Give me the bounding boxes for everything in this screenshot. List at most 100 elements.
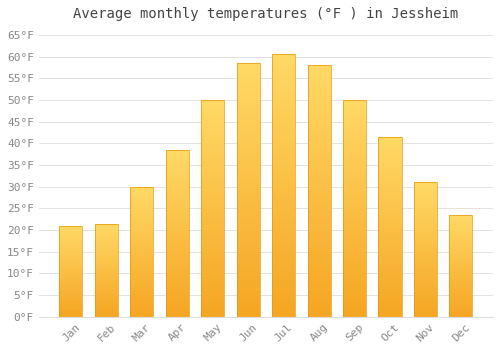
Bar: [95, 294, 118, 296]
Bar: [414, 282, 437, 285]
Bar: [60, 240, 82, 242]
Bar: [414, 182, 437, 317]
Bar: [95, 302, 118, 304]
Bar: [343, 169, 366, 174]
Bar: [166, 310, 189, 314]
Bar: [378, 159, 402, 162]
Bar: [201, 156, 224, 161]
Bar: [201, 144, 224, 148]
Bar: [414, 279, 437, 282]
Bar: [450, 270, 472, 272]
Bar: [166, 293, 189, 297]
Bar: [308, 85, 330, 90]
Bar: [60, 308, 82, 309]
Bar: [272, 206, 295, 212]
Bar: [378, 173, 402, 176]
Bar: [60, 299, 82, 300]
Bar: [272, 128, 295, 133]
Bar: [130, 197, 154, 200]
Bar: [236, 220, 260, 225]
Bar: [236, 83, 260, 89]
Bar: [236, 210, 260, 215]
Bar: [378, 252, 402, 256]
Bar: [378, 285, 402, 288]
Bar: [130, 220, 154, 223]
Bar: [378, 270, 402, 274]
Bar: [308, 90, 330, 96]
Bar: [236, 205, 260, 210]
Bar: [95, 311, 118, 313]
Bar: [236, 195, 260, 200]
Bar: [272, 285, 295, 290]
Bar: [343, 234, 366, 239]
Bar: [166, 253, 189, 257]
Bar: [236, 251, 260, 256]
Bar: [272, 222, 295, 228]
Bar: [236, 307, 260, 312]
Bar: [343, 174, 366, 178]
Bar: [414, 271, 437, 274]
Bar: [378, 266, 402, 270]
Bar: [450, 268, 472, 270]
Bar: [95, 257, 118, 259]
Bar: [414, 274, 437, 276]
Bar: [414, 198, 437, 201]
Bar: [95, 250, 118, 252]
Bar: [166, 213, 189, 217]
Bar: [130, 312, 154, 314]
Bar: [450, 215, 472, 217]
Bar: [95, 281, 118, 283]
Bar: [236, 154, 260, 160]
Bar: [414, 185, 437, 188]
Bar: [450, 247, 472, 250]
Bar: [130, 228, 154, 231]
Bar: [308, 121, 330, 126]
Bar: [272, 122, 295, 128]
Bar: [166, 233, 189, 237]
Bar: [236, 225, 260, 231]
Bar: [130, 208, 154, 210]
Bar: [272, 112, 295, 118]
Bar: [414, 241, 437, 244]
Bar: [236, 180, 260, 185]
Bar: [378, 274, 402, 277]
Bar: [343, 278, 366, 282]
Bar: [201, 139, 224, 144]
Bar: [236, 175, 260, 180]
Bar: [130, 202, 154, 205]
Bar: [236, 246, 260, 251]
Bar: [60, 309, 82, 312]
Bar: [343, 182, 366, 187]
Bar: [166, 277, 189, 280]
Bar: [201, 100, 224, 104]
Bar: [166, 300, 189, 303]
Bar: [95, 224, 118, 317]
Bar: [308, 186, 330, 191]
Bar: [95, 263, 118, 265]
Bar: [95, 309, 118, 311]
Bar: [60, 238, 82, 240]
Bar: [130, 226, 154, 228]
Bar: [130, 218, 154, 220]
Bar: [308, 116, 330, 121]
Bar: [130, 213, 154, 215]
Bar: [308, 141, 330, 146]
Bar: [272, 301, 295, 306]
Bar: [236, 256, 260, 261]
Bar: [414, 223, 437, 225]
Bar: [60, 293, 82, 295]
Bar: [378, 292, 402, 295]
Bar: [308, 80, 330, 85]
Bar: [166, 150, 189, 153]
Bar: [166, 173, 189, 176]
Bar: [272, 201, 295, 206]
Bar: [95, 246, 118, 248]
Bar: [308, 302, 330, 307]
Bar: [308, 282, 330, 287]
Bar: [450, 233, 472, 235]
Bar: [166, 220, 189, 223]
Bar: [236, 236, 260, 241]
Bar: [450, 250, 472, 252]
Bar: [343, 256, 366, 260]
Bar: [450, 258, 472, 260]
